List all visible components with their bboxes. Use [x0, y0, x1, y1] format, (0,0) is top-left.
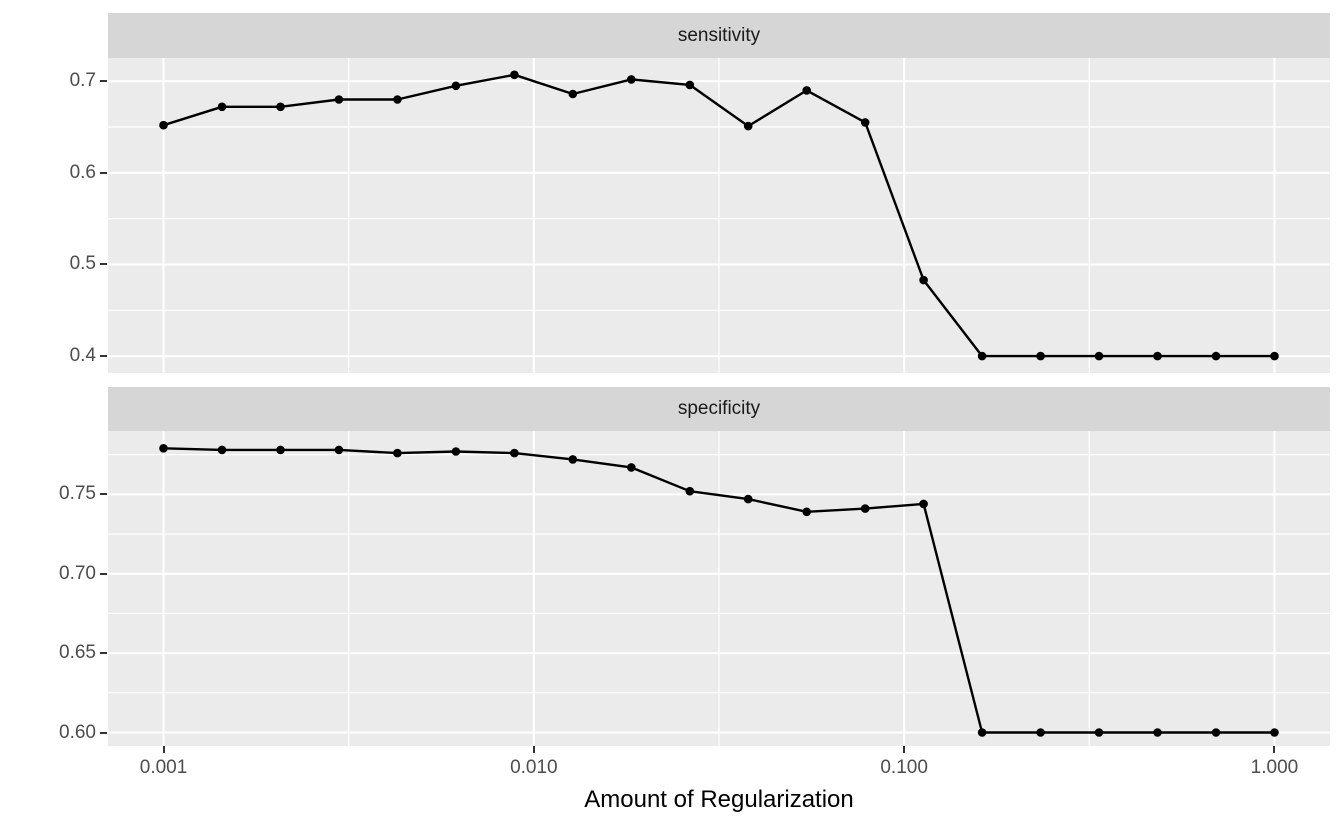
data-point [276, 102, 285, 112]
data-point [1270, 728, 1279, 737]
y-tick-label: 0.65 [59, 642, 96, 664]
x-tick-mark [903, 746, 906, 753]
x-tick-mark [1273, 746, 1276, 753]
y-tick-mark [100, 80, 107, 83]
series-line [163, 73, 1275, 358]
data-point [1036, 351, 1045, 361]
series-line [163, 447, 1275, 734]
y-tick-mark [100, 263, 107, 266]
y-tick-mark [100, 355, 107, 358]
facet-strip-label: sensitivity [677, 24, 761, 46]
y-tick-mark [100, 652, 107, 655]
data-point [1211, 728, 1221, 737]
x-tick-label: 0.100 [880, 757, 928, 778]
y-tick-label: 0.4 [69, 345, 96, 367]
data-point [276, 445, 285, 455]
data-point [159, 444, 168, 453]
data-point [919, 275, 928, 285]
data-point [510, 448, 519, 458]
data-point [802, 86, 811, 95]
y-tick-label: 0.6 [69, 161, 96, 183]
panel-svg [108, 431, 1330, 746]
x-tick-label: 1.000 [1250, 757, 1299, 778]
data-point [159, 120, 168, 130]
data-point [743, 494, 753, 504]
data-point [217, 445, 227, 455]
data-point [1211, 351, 1221, 361]
data-point [510, 70, 519, 80]
facet-strip-label: specificity [677, 398, 761, 419]
data-point [1153, 351, 1162, 361]
facet-strip-specificity: specificity [108, 387, 1330, 431]
data-point [860, 118, 870, 127]
data-point [802, 507, 811, 517]
data-point [627, 463, 636, 472]
data-point [627, 75, 636, 84]
data-point [1094, 728, 1104, 737]
panel-svg [108, 58, 1330, 373]
x-tick-label: 0.010 [510, 757, 558, 778]
data-point [1094, 351, 1104, 361]
data-point [685, 486, 695, 496]
data-point [334, 445, 344, 455]
y-tick-label: 0.60 [59, 721, 96, 743]
facet-panel-sensitivity [108, 58, 1330, 373]
data-point [1153, 728, 1162, 737]
y-tick-label: 0.75 [59, 483, 96, 505]
data-point [860, 504, 870, 513]
data-point [1036, 728, 1045, 737]
data-point [568, 455, 578, 464]
y-tick-label: 0.7 [69, 70, 96, 92]
y-tick-mark [100, 572, 107, 575]
data-point [334, 95, 344, 104]
data-point [393, 448, 402, 458]
y-tick-mark [100, 731, 107, 734]
y-tick-mark [100, 493, 107, 496]
y-tick-mark [100, 171, 107, 174]
facet-strip-sensitivity: sensitivity [108, 13, 1330, 58]
data-point [393, 95, 402, 104]
data-point [217, 102, 227, 112]
data-point [568, 89, 578, 99]
data-point [451, 447, 461, 456]
facet-panel-specificity [108, 431, 1330, 746]
data-point [685, 80, 695, 90]
x-tick-label: 0.001 [139, 757, 188, 778]
y-tick-label: 0.5 [69, 253, 96, 275]
y-tick-label: 0.70 [59, 562, 96, 584]
data-point [977, 728, 987, 737]
data-point [977, 351, 987, 361]
x-tick-mark [162, 746, 165, 753]
data-point [1270, 351, 1279, 361]
data-point [743, 121, 753, 131]
x-tick-mark [532, 746, 535, 753]
data-point [451, 81, 461, 91]
data-point [919, 499, 928, 509]
x-axis-title: Amount of Regularization [584, 786, 854, 813]
